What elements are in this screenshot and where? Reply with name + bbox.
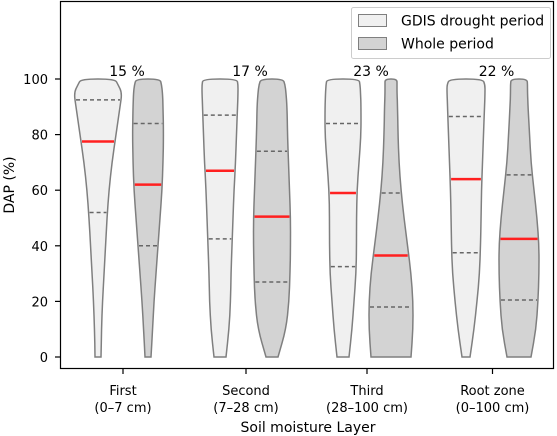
legend-frame (351, 7, 551, 59)
y-axis-title: DAP (%) (2, 156, 18, 213)
x-tick-label-first: First (109, 384, 136, 399)
y-tick-label-20: 20 (31, 295, 48, 310)
legend-swatch-whole-period (358, 37, 387, 50)
violins-layer: 15 % 17 % 23 % 22 % (73, 64, 540, 358)
legend-swatch-gdis-drought-period (358, 14, 387, 27)
x-tick-sublabel-second: (7–28 cm) (213, 401, 278, 416)
y-tick-label-60: 60 (31, 184, 48, 199)
percent-label-third: 23 % (353, 64, 389, 80)
percent-label-first: 15 % (109, 64, 145, 80)
legend: GDIS drought period Whole period (351, 7, 551, 59)
legend-label-whole-period: Whole period (401, 37, 494, 53)
violin-root-zone-gdis-drought-period (446, 78, 486, 358)
y-tick-label-40: 40 (31, 240, 48, 255)
x-tick-label-second: Second (222, 384, 270, 399)
x-axis-title: Soil moisture Layer (241, 420, 376, 436)
percent-label-root-zone: 22 % (479, 64, 515, 80)
legend-label-gdis-drought-period: GDIS drought period (401, 14, 544, 30)
y-tick-label-80: 80 (31, 129, 48, 144)
x-tick-label-third: Third (349, 384, 383, 399)
x-tick-sublabel-third: (28–100 cm) (326, 401, 408, 416)
violin-first-whole-period (131, 78, 165, 358)
y-tick-label-100: 100 (23, 73, 48, 88)
percent-label-second: 17 % (232, 64, 268, 80)
violin-second-whole-period (252, 78, 292, 358)
axes-layer: First (0–7 cm) Second (7–28 cm) Third (28–100… (23, 73, 529, 416)
violin-second-gdis-drought-period (201, 78, 239, 358)
x-tick-sublabel-first: (0–7 cm) (94, 401, 151, 416)
x-tick-label-root-zone: Root zone (460, 384, 525, 399)
violin-root-zone-whole-period (498, 78, 540, 358)
violin-third-whole-period (368, 78, 414, 358)
y-tick-label-0: 0 (40, 351, 48, 366)
plot-area-frame (59, 0, 555, 370)
violin-third-gdis-drought-period (324, 78, 362, 358)
violin-first-gdis-drought-period (73, 78, 123, 358)
x-tick-sublabel-root-zone: (0–100 cm) (456, 401, 530, 416)
